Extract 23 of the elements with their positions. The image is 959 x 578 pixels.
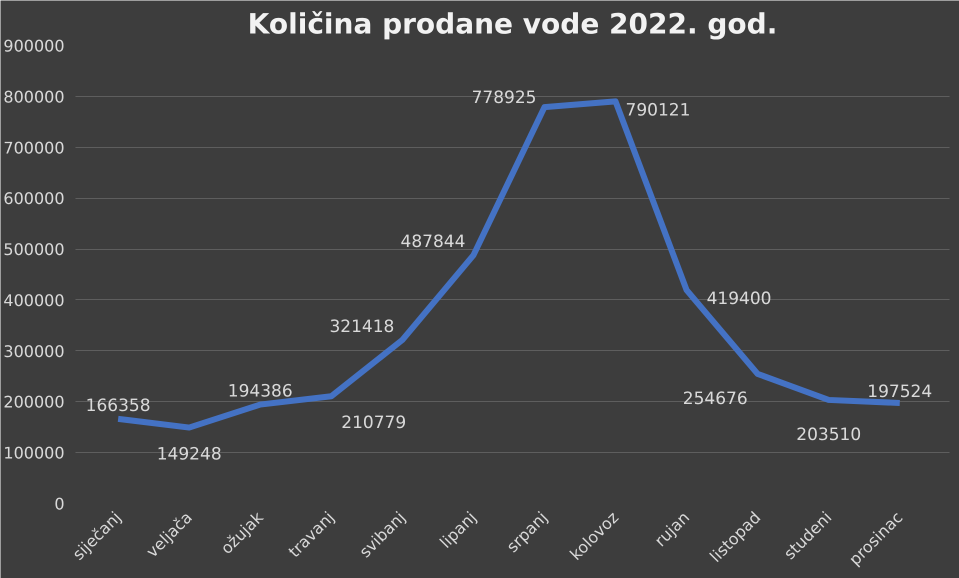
y-tick-label: 0 [54,494,65,514]
chart-title: Količina prodane vode 2022. god. [248,8,778,40]
data-label: 487844 [400,232,466,252]
data-label: 321418 [329,316,394,337]
y-tick-label: 200000 [3,392,64,412]
data-label: 778925 [472,88,536,108]
data-label: 197524 [867,382,932,402]
data-label: 254676 [682,388,748,409]
data-label: 790121 [626,100,690,120]
y-tick-label: 700000 [3,138,64,158]
y-tick-label: 400000 [3,290,64,310]
data-label: 203510 [796,424,862,445]
y-tick-label: 300000 [3,342,64,361]
data-label: 166358 [86,396,151,416]
data-label: 210779 [341,413,406,434]
data-label: 419400 [706,289,772,310]
data-label: 194386 [228,382,293,402]
data-label: 149248 [156,444,222,465]
y-tick-label: 600000 [3,189,64,208]
y-tick-label: 900000 [3,36,64,56]
y-tick-label: 100000 [3,444,64,463]
y-tick-label: 500000 [3,240,64,260]
y-tick-label: 800000 [3,87,64,106]
